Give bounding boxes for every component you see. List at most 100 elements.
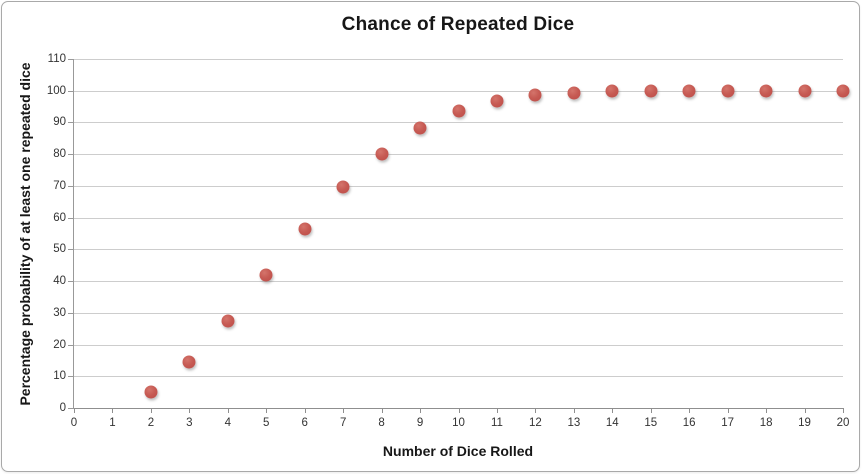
gridline-y-90 <box>74 122 843 124</box>
x-tick-label-15: 15 <box>644 417 658 429</box>
y-tick-label-100: 100 <box>46 84 66 97</box>
y-tick-label-0: 0 <box>59 402 66 414</box>
data-point-x6 <box>298 222 312 236</box>
y-tick-label-110: 110 <box>47 53 66 65</box>
x-tick-label-11: 11 <box>490 417 503 429</box>
x-tick-label-8: 8 <box>378 417 385 429</box>
y-tick-label-30: 30 <box>53 306 66 319</box>
gridline-y-20 <box>74 344 843 346</box>
x-tick-mark-7 <box>343 408 345 413</box>
x-tick-label-16: 16 <box>682 417 696 429</box>
plot-area: 0 10 20 30 40 50 60 70 80 90 100 110 0 1 2 3 4 5 6 7 8 9 10 11… <box>47 53 850 429</box>
x-tick-label-3: 3 <box>186 417 193 429</box>
y-tick-mark-0 <box>68 408 74 409</box>
x-tick-mark-0 <box>74 408 75 413</box>
x-tick-label-17: 17 <box>721 417 735 429</box>
x-tick-mark-10 <box>458 408 460 413</box>
data-point-x3 <box>182 355 196 369</box>
y-tick-label-50: 50 <box>53 243 66 256</box>
y-tick-mark-10 <box>68 376 74 378</box>
x-tick-mark-3 <box>189 408 191 413</box>
x-tick-label-2: 2 <box>147 417 155 429</box>
x-tick-mark-6 <box>304 408 306 413</box>
data-point-x16 <box>682 84 696 98</box>
x-tick-mark-8 <box>381 408 383 413</box>
y-tick-label-20: 20 <box>53 338 66 351</box>
x-tick-mark-17 <box>727 408 729 413</box>
gridline-y-80 <box>74 154 843 156</box>
x-tick-mark-9 <box>420 408 422 413</box>
chart-title: Chance of Repeated Dice <box>341 14 575 35</box>
x-tick-mark-19 <box>804 408 806 413</box>
data-point-x14 <box>605 84 619 98</box>
y-tick-label-40: 40 <box>53 275 66 288</box>
y-tick-mark-90 <box>68 122 74 124</box>
y-tick-label-60: 60 <box>53 211 66 224</box>
y-tick-mark-40 <box>68 281 74 283</box>
data-point-x9 <box>413 121 427 135</box>
x-tick-label-20: 20 <box>836 417 850 429</box>
x-tick-mark-11 <box>496 408 498 413</box>
x-tick-label-12: 12 <box>528 417 542 429</box>
y-tick-label-90: 90 <box>53 116 66 129</box>
data-point-x12 <box>528 88 542 102</box>
gridline-y-110 <box>74 59 843 60</box>
gridline-y-60 <box>74 217 843 219</box>
data-point-x15 <box>644 84 658 98</box>
data-point-x2 <box>144 385 158 399</box>
data-point-x13 <box>567 86 581 100</box>
gridline-y-70 <box>74 185 843 187</box>
x-tick-label-1: 1 <box>109 417 116 429</box>
y-tick-mark-30 <box>68 312 74 314</box>
x-tick-label-19: 19 <box>798 417 811 429</box>
data-point-x4 <box>221 314 235 328</box>
gridline-y-100 <box>74 90 843 92</box>
x-tick-label-4: 4 <box>224 417 231 429</box>
x-tick-mark-16 <box>689 408 691 413</box>
x-tick-label-10: 10 <box>452 417 465 429</box>
data-point-x17 <box>721 84 735 98</box>
x-tick-label-9: 9 <box>416 417 424 429</box>
x-tick-mark-5 <box>266 408 268 413</box>
gridline-y-40 <box>74 281 843 283</box>
data-point-x8 <box>375 147 389 161</box>
y-tick-mark-50 <box>68 249 74 251</box>
data-point-x19 <box>798 84 812 98</box>
x-tick-mark-18 <box>766 408 768 413</box>
data-point-x18 <box>759 84 773 98</box>
x-tick-label-5: 5 <box>263 417 270 429</box>
y-tick-mark-70 <box>68 185 74 187</box>
x-tick-mark-14 <box>612 408 614 413</box>
gridline-y-10 <box>74 376 843 378</box>
x-tick-mark-2 <box>150 408 152 413</box>
data-point-x10 <box>452 104 465 118</box>
y-tick-mark-60 <box>68 217 74 219</box>
x-tick-label-6: 6 <box>301 417 308 429</box>
y-tick-mark-80 <box>68 154 74 156</box>
x-tick-mark-15 <box>650 408 652 413</box>
y-axis-title: Percentage probability of at least one r… <box>17 62 33 406</box>
x-tick-mark-1 <box>112 408 114 413</box>
x-tick-label-7: 7 <box>339 417 347 429</box>
y-tick-mark-20 <box>68 344 74 346</box>
x-tick-label-13: 13 <box>567 417 581 429</box>
y-tick-label-80: 80 <box>53 148 66 161</box>
x-tick-mark-13 <box>573 408 575 413</box>
x-tick-mark-4 <box>227 408 229 413</box>
data-point-x11 <box>490 94 504 108</box>
y-tick-label-10: 10 <box>53 370 66 383</box>
x-axis-title: Number of Dice Rolled <box>382 443 534 459</box>
x-tick-mark-12 <box>535 408 537 413</box>
data-point-x7 <box>336 180 350 194</box>
y-tick-label-70: 70 <box>53 179 66 192</box>
gridline-y-30 <box>74 312 843 314</box>
data-point-x20 <box>836 84 850 98</box>
x-tick-label-0: 0 <box>70 417 78 429</box>
x-tick-mark-20 <box>843 408 844 413</box>
y-tick-mark-110 <box>68 59 74 60</box>
x-tick-label-14: 14 <box>605 417 619 429</box>
gridline-y-50 <box>74 249 843 251</box>
y-tick-mark-100 <box>68 90 74 92</box>
x-tick-label-18: 18 <box>759 417 773 429</box>
